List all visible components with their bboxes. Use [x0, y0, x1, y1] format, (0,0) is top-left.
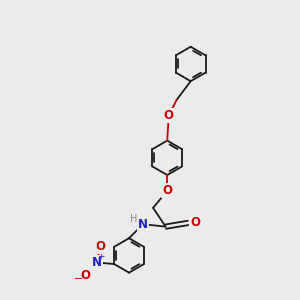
- Text: O: O: [95, 240, 105, 253]
- Text: N: N: [138, 218, 148, 231]
- Text: O: O: [190, 216, 200, 230]
- Text: N: N: [92, 256, 102, 269]
- Text: O: O: [162, 184, 172, 197]
- Text: +: +: [97, 252, 105, 261]
- Text: O: O: [164, 109, 174, 122]
- Text: H: H: [130, 214, 137, 224]
- Text: −: −: [74, 274, 83, 284]
- Text: O: O: [80, 269, 90, 282]
